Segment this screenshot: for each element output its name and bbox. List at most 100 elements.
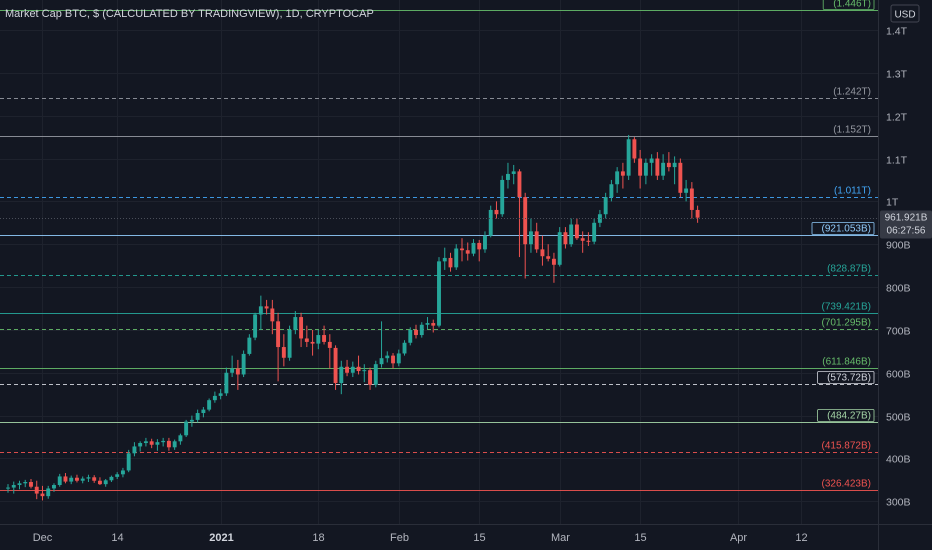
candle-body [287,329,292,358]
candle-body [6,487,10,489]
candle-body [166,440,171,448]
candle-body [431,323,436,326]
candle-body [465,250,470,254]
candle-body [368,370,372,385]
candle-body [253,314,258,338]
candle-body [454,248,459,268]
candle-body [689,188,694,210]
candle-body [230,368,235,373]
candle-body [29,482,33,487]
candle-body [684,188,689,193]
candle-body [408,329,413,343]
candle-body [52,485,56,489]
candle-body [540,249,545,257]
candle-body [557,232,562,265]
candle-body [109,476,114,481]
candle-body [506,173,510,180]
candle-body [563,232,568,245]
x-tick-label: 15 [634,532,646,544]
candle-body [161,440,166,443]
level-label-box [811,222,875,235]
candle-body [580,238,585,241]
level-label-box [817,371,875,384]
level-label: (921.053B) [822,224,871,235]
y-tick-label: 700B [886,326,911,338]
time-axis[interactable]: Dec 14 2021 18 Feb 15 Mar 15 Apr 12 [33,532,808,544]
candle-body [17,483,22,486]
x-tick-label: Apr [730,532,747,544]
level-label: (484.27B) [827,411,871,422]
candle-body [402,342,407,354]
candle-body [385,355,390,359]
x-tick-label: 18 [312,532,324,544]
candle-body [92,477,97,481]
y-tick-label: 500B [886,412,911,424]
candle-body [678,162,683,193]
level-label: (573.72B) [827,373,871,384]
level-label: (415.872B) [822,441,871,452]
candle-body [592,222,597,242]
candle-body [281,347,286,358]
level-label: (1.011T) [834,186,871,197]
candle-body [528,231,533,245]
candle-body [546,256,551,259]
candle-body [69,477,74,482]
x-tick-label: Feb [390,532,409,544]
candle-body [396,353,401,364]
candle-body [270,308,275,322]
x-tick-label: Dec [33,532,53,544]
candle-body [333,347,338,384]
candle-body [258,306,263,315]
candle-body [184,421,189,436]
candle-body [235,368,240,375]
level-label: (1.446T) [833,0,871,10]
candle-body [264,306,269,309]
candle-body [500,179,505,215]
candle-body [574,224,579,239]
level-label: (611.846B) [822,357,871,368]
y-tick-label: 1T [886,197,899,209]
grid-lines [0,0,878,524]
candle-body [247,337,252,354]
candle-body [379,358,384,365]
candle-body [310,341,315,344]
y-tick-label: 300B [886,497,911,509]
candle-body [224,372,229,394]
candle-body [178,435,183,442]
x-tick-label: 2021 [209,532,233,544]
candle-body [103,480,108,485]
candle-body [80,478,85,481]
level-label: (1.242T) [833,87,871,98]
candle-body [666,162,671,168]
y-tick-label: 800B [886,283,911,295]
candle-body [189,419,194,422]
candle-body [425,323,430,325]
bar-countdown: 06:27:56 [887,226,926,237]
candle-body [638,158,643,176]
candle-body [304,338,309,342]
candle-body [362,370,367,372]
candle-body [494,209,499,215]
candle-body [483,235,487,250]
price-axis[interactable]: 300B 400B 500B 600B 700B 800B 900B 1T 1.1T 1.2T 1.… [886,26,911,509]
candle-body [293,317,298,330]
currency-button-label: USD [894,10,915,21]
candle-body [632,139,637,159]
candle-body [339,366,344,384]
candle-body [620,171,625,176]
candle-body [149,441,154,445]
candle-body [40,493,45,497]
y-tick-label: 600B [886,369,911,381]
candle-body [391,355,395,364]
candle-body [350,366,355,373]
chart-title: Market Cap BTC, $ (CALCULATED BY TRADING… [5,8,374,20]
level-label-box [817,409,875,422]
candle-body [373,364,378,385]
candle-body [97,480,102,485]
last-price-value: 961.921B [885,213,928,224]
x-tick-label: 12 [795,532,807,544]
candle-body [11,485,16,488]
currency-button[interactable]: USD [890,4,920,23]
candle-body [120,470,125,475]
